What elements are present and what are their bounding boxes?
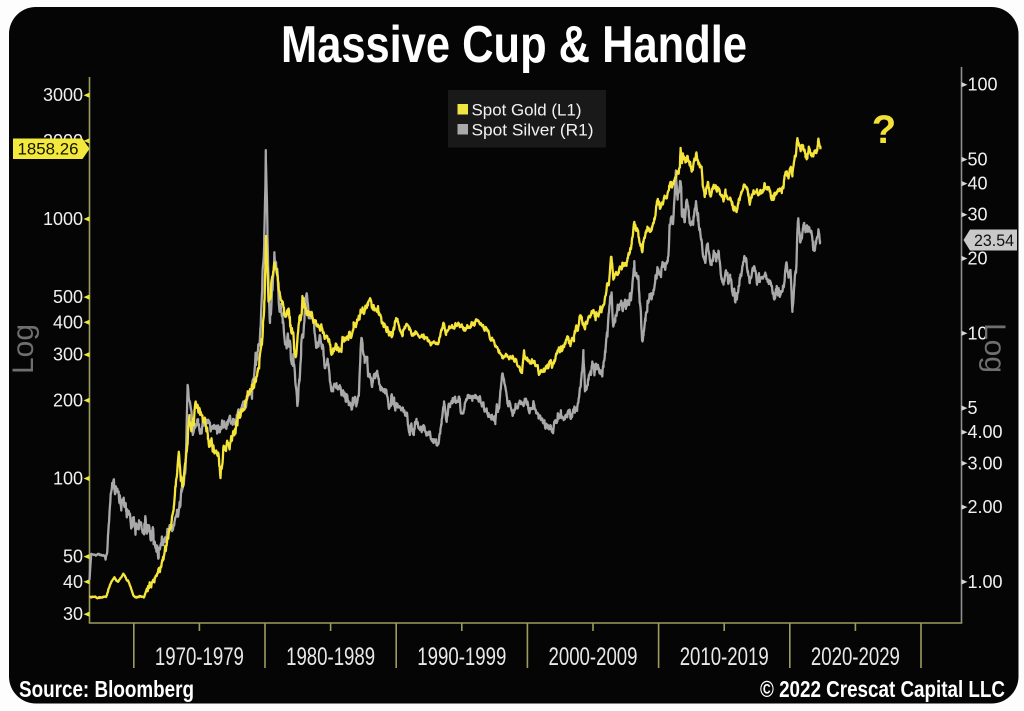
svg-text:Log: Log xyxy=(7,324,40,374)
svg-text:40: 40 xyxy=(63,572,83,592)
svg-text:23.54: 23.54 xyxy=(974,232,1014,250)
svg-text:200: 200 xyxy=(53,390,83,410)
svg-text:400: 400 xyxy=(53,312,83,332)
svg-text:3.00: 3.00 xyxy=(968,453,1003,473)
svg-text:50: 50 xyxy=(968,150,988,170)
svg-text:500: 500 xyxy=(53,287,83,307)
svg-text:2000-2009: 2000-2009 xyxy=(549,643,638,671)
svg-text:1980-1989: 1980-1989 xyxy=(286,643,375,671)
svg-text:2020-2029: 2020-2029 xyxy=(811,643,900,671)
svg-text:2.00: 2.00 xyxy=(968,497,1003,517)
svg-text:100: 100 xyxy=(968,75,998,95)
svg-text:Spot Gold (L1): Spot Gold (L1) xyxy=(472,101,582,120)
svg-text:Massive Cup & Handle: Massive Cup & Handle xyxy=(281,16,747,74)
svg-text:40: 40 xyxy=(968,174,988,194)
svg-text:5: 5 xyxy=(968,398,978,418)
svg-text:300: 300 xyxy=(53,345,83,365)
svg-text:4.00: 4.00 xyxy=(968,422,1003,442)
svg-text:100: 100 xyxy=(53,469,83,489)
svg-text:Source: Bloomberg: Source: Bloomberg xyxy=(19,676,194,702)
svg-text:?: ? xyxy=(872,108,896,152)
svg-text:50: 50 xyxy=(63,547,83,567)
svg-text:20: 20 xyxy=(968,249,988,269)
svg-text:30: 30 xyxy=(968,205,988,225)
svg-text:1000: 1000 xyxy=(43,209,83,229)
svg-text:2010-2019: 2010-2019 xyxy=(680,643,769,671)
svg-text:10: 10 xyxy=(968,323,988,343)
svg-text:1.00: 1.00 xyxy=(968,572,1003,592)
svg-text:30: 30 xyxy=(63,604,83,624)
svg-text:1990-1999: 1990-1999 xyxy=(417,643,506,671)
svg-text:Log: Log xyxy=(978,323,1011,373)
svg-text:© 2022 Crescat Capital LLC: © 2022 Crescat Capital LLC xyxy=(760,676,1005,702)
svg-text:3000: 3000 xyxy=(43,85,83,105)
svg-text:1858.26: 1858.26 xyxy=(18,141,79,159)
svg-text:1970-1979: 1970-1979 xyxy=(155,643,244,671)
svg-text:Spot Silver (R1): Spot Silver (R1) xyxy=(472,121,594,140)
